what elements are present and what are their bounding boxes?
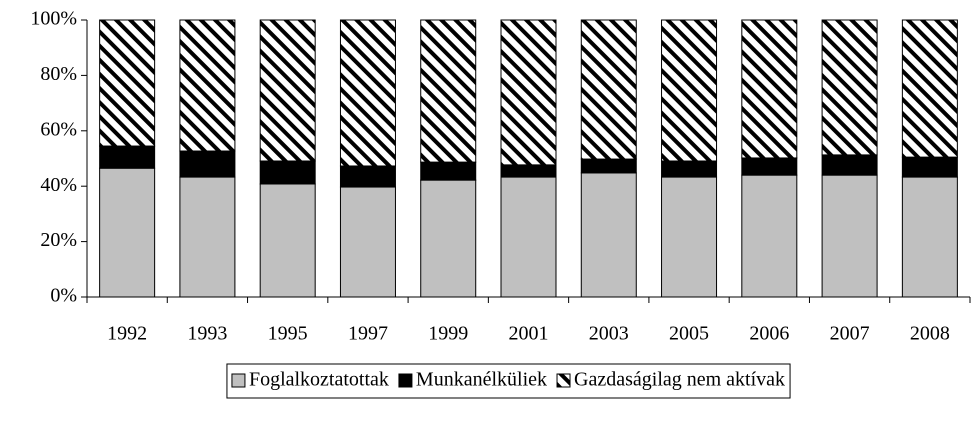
x-tick-label: 1999 (428, 323, 468, 345)
y-tick-label: 60% (40, 118, 77, 140)
legend-box (226, 363, 791, 399)
x-tick-label: 2008 (910, 323, 950, 345)
x-tick-label: 2001 (509, 323, 549, 345)
bar-segment (901, 156, 958, 178)
bar-segment (339, 19, 396, 167)
x-tick-label: 2005 (669, 323, 709, 345)
bar-segment (821, 154, 878, 176)
bar-segment (339, 186, 396, 298)
bar-segment (661, 160, 718, 178)
bar-segment (741, 19, 798, 159)
bar-segment (500, 19, 557, 166)
bar-segment (339, 165, 396, 188)
bar-segment (661, 176, 718, 298)
x-tick-label: 1992 (107, 323, 147, 345)
bar-segment (179, 176, 236, 298)
legend-swatch (231, 373, 246, 388)
bar-segment (661, 19, 718, 162)
legend-label: Foglalkoztatottak (249, 369, 389, 391)
bar-segment (99, 19, 156, 147)
y-tick-label: 0% (50, 285, 77, 307)
legend-label: Munkanélküliek (416, 369, 547, 391)
legend-label: Gazdaságilag nem aktívak (574, 369, 785, 391)
x-tick-label: 2003 (589, 323, 629, 345)
bar-segment (420, 161, 477, 181)
x-tick-label: 1995 (268, 323, 308, 345)
bar-segment (420, 179, 477, 298)
legend-swatch (556, 373, 571, 388)
bar-segment (741, 174, 798, 298)
bar-segment (99, 145, 156, 169)
bar-segment (500, 176, 557, 298)
x-tick-label: 2006 (749, 323, 789, 345)
y-tick-label: 20% (40, 229, 77, 251)
legend-swatch (398, 373, 413, 388)
bar-segment (99, 167, 156, 298)
x-tick-label: 1993 (187, 323, 227, 345)
x-tick-label: 2007 (830, 323, 870, 345)
y-tick-label: 100% (30, 8, 77, 30)
bar-segment (259, 19, 316, 162)
bar-segment (259, 160, 316, 185)
bar-segment (580, 158, 637, 174)
bar-segment (179, 150, 236, 178)
x-tick-label: 1997 (348, 323, 388, 345)
bar-segment (580, 172, 637, 298)
bar-segment (500, 164, 557, 178)
bar-segment (821, 19, 878, 156)
bar-segment (580, 19, 637, 160)
bar-segment (741, 157, 798, 176)
legend: Foglalkoztatottak Munkanélküliek Gazdasági… (231, 369, 785, 391)
bar-segment (420, 19, 477, 163)
bar-segment (179, 19, 236, 152)
bar-segment (901, 176, 958, 298)
y-tick-label: 40% (40, 174, 77, 196)
bar-segment (259, 183, 316, 298)
bar-segment (901, 19, 958, 158)
bar-segment (821, 174, 878, 298)
y-tick-label: 80% (40, 63, 77, 85)
